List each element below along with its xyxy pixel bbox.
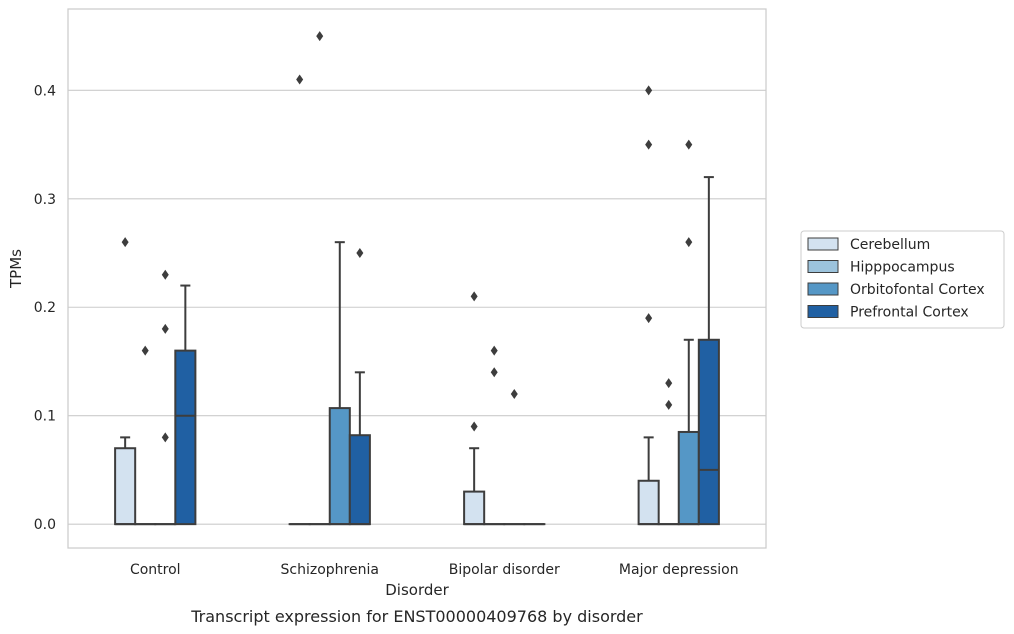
x-axis-ticks: Control Schizophrenia Bipolar disorder Majo…	[130, 562, 739, 578]
outlier-point	[296, 74, 304, 85]
outlier-point	[470, 421, 478, 432]
legend: Cerebellum Hipppocampus Orbitofontal Corte…	[800, 230, 1005, 329]
outlier-point	[161, 323, 169, 334]
outlier-point	[510, 389, 518, 399]
box-body	[637, 479, 660, 526]
plot-frame	[67, 8, 767, 549]
y-axis-ticks: 0.0 0.1 0.2 0.3 0.4	[34, 83, 56, 533]
x-tick-label: Schizophrenia	[281, 562, 379, 578]
box-body	[677, 430, 700, 526]
outlier-point	[121, 237, 129, 248]
outlier-point	[490, 367, 498, 378]
box-hipppocampus	[134, 345, 157, 526]
box-cerebellum	[637, 85, 660, 526]
box-body	[174, 349, 197, 526]
x-axis-label: Disorder	[385, 581, 449, 599]
outlier-point	[685, 237, 693, 248]
box-plot-area	[114, 31, 720, 526]
outlier-point	[645, 139, 653, 150]
y-tick-label: 0.3	[34, 192, 56, 208]
box-cerebellum	[463, 291, 486, 526]
y-tick-label: 0.4	[34, 83, 56, 99]
outlier-point	[356, 248, 364, 259]
outlier-point	[490, 345, 498, 356]
legend-swatch	[807, 282, 839, 296]
outlier-point	[470, 291, 478, 302]
box-cerebellum	[288, 74, 311, 526]
outlier-point	[141, 345, 149, 356]
box-cerebellum	[114, 237, 137, 526]
box-hipppocampus	[308, 31, 331, 526]
outlier-point	[685, 139, 693, 150]
box-prefrontal-cortex	[174, 284, 197, 526]
outlier-point	[645, 85, 653, 96]
box-orbitofontal-cortex	[503, 389, 526, 526]
box-hipppocampus	[483, 345, 506, 526]
box-orbitofontal-cortex	[677, 139, 700, 526]
x-tick-label: Bipolar disorder	[449, 562, 560, 578]
legend-swatch	[807, 237, 839, 251]
legend-label: Hipppocampus	[850, 260, 955, 276]
box-body	[328, 407, 351, 526]
outlier-point	[665, 378, 673, 389]
box-body	[348, 434, 371, 526]
legend-label: Prefrontal Cortex	[850, 305, 969, 321]
y-tick-label: 0.0	[34, 517, 56, 533]
box-orbitofontal-cortex	[154, 269, 177, 526]
y-tick-label: 0.2	[34, 300, 56, 316]
outlier-point	[161, 432, 169, 443]
box-prefrontal-cortex	[697, 176, 720, 526]
outlier-point	[645, 313, 653, 324]
x-tick-label: Control	[130, 562, 181, 578]
legend-swatch	[807, 260, 839, 273]
x-tick-label: Major depression	[619, 562, 739, 578]
gridlines	[68, 89, 766, 525]
y-axis-label: TPMs	[7, 249, 25, 289]
box-body	[697, 338, 720, 526]
legend-swatch	[807, 305, 839, 318]
box-hipppocampus	[657, 378, 680, 526]
outlier-point	[665, 399, 673, 410]
box-orbitofontal-cortex	[328, 241, 351, 526]
outlier-point	[161, 269, 169, 280]
legend-box	[800, 230, 1005, 329]
chart-caption: Transcript expression for ENST0000040976…	[190, 607, 643, 626]
box-prefrontal-cortex	[348, 248, 371, 526]
y-tick-label: 0.1	[34, 409, 56, 425]
box-body	[463, 490, 486, 526]
legend-label: Orbitofontal Cortex	[850, 282, 985, 298]
outlier-point	[316, 31, 324, 42]
box-body	[114, 447, 137, 526]
legend-label: Cerebellum	[850, 237, 930, 253]
